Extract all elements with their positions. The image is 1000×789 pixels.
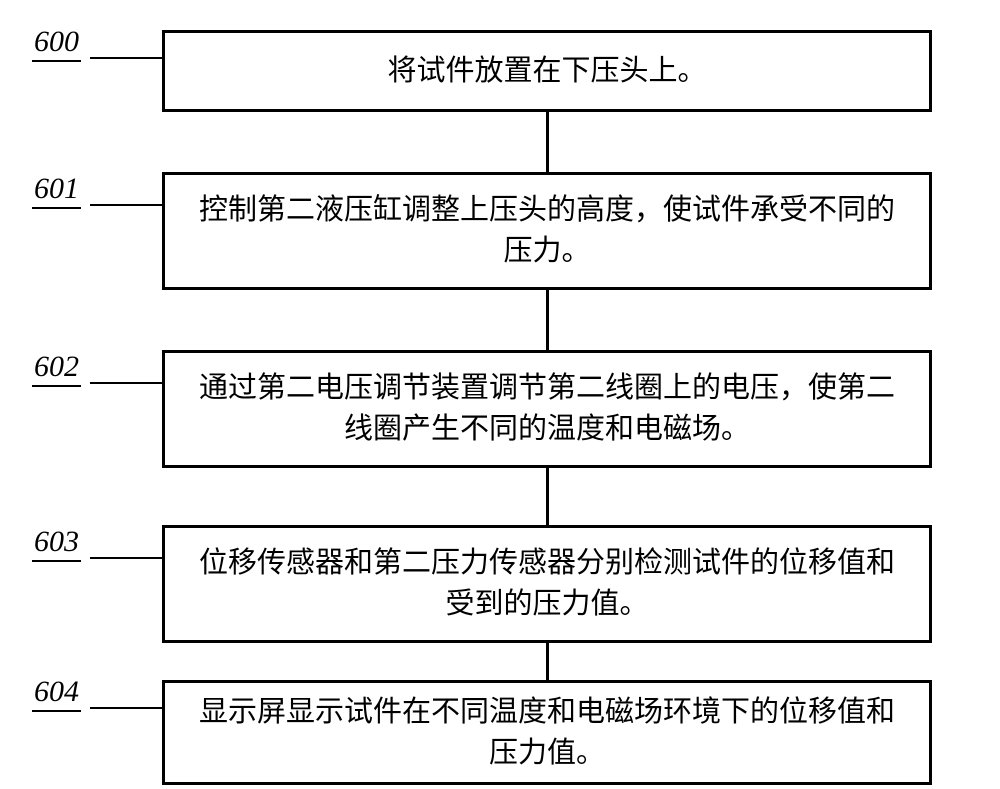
step-text-604: 显示屏显示试件在不同温度和电磁场环境下的位移值和压力值。 (185, 692, 909, 773)
step-box-600: 将试件放置在下压头上。 (162, 30, 932, 112)
step-box-601: 控制第二液压缸调整上压头的高度，使试件承受不同的压力。 (162, 172, 932, 290)
step-box-604: 显示屏显示试件在不同温度和电磁场环境下的位移值和压力值。 (162, 680, 932, 785)
step-label-601: 601 (32, 172, 81, 209)
step-box-603: 位移传感器和第二压力传感器分别检测试件的位移值和受到的压力值。 (162, 525, 932, 643)
step-label-603: 603 (32, 525, 81, 562)
step-label-text-600: 600 (32, 25, 81, 62)
label-leader-603 (90, 557, 162, 559)
connector-0 (546, 112, 549, 172)
step-label-604: 604 (32, 675, 81, 712)
label-leader-601 (90, 204, 162, 206)
step-box-602: 通过第二电压调节装置调节第二线圈上的电压，使第二线圈产生不同的温度和电磁场。 (162, 350, 932, 468)
step-label-text-601: 601 (32, 172, 81, 209)
step-label-text-602: 602 (32, 350, 81, 387)
label-leader-602 (90, 382, 162, 384)
connector-1 (546, 290, 549, 350)
step-text-601: 控制第二液压缸调整上压头的高度，使试件承受不同的压力。 (185, 190, 909, 271)
connector-2 (546, 468, 549, 525)
step-label-600: 600 (32, 25, 81, 62)
step-text-600: 将试件放置在下压头上。 (387, 51, 706, 92)
connector-3 (546, 643, 549, 680)
step-text-603: 位移传感器和第二压力传感器分别检测试件的位移值和受到的压力值。 (185, 543, 909, 624)
label-leader-600 (90, 57, 162, 59)
step-label-text-604: 604 (32, 675, 81, 712)
step-label-602: 602 (32, 350, 81, 387)
label-leader-604 (90, 707, 162, 709)
step-text-602: 通过第二电压调节装置调节第二线圈上的电压，使第二线圈产生不同的温度和电磁场。 (185, 368, 909, 449)
step-label-text-603: 603 (32, 525, 81, 562)
